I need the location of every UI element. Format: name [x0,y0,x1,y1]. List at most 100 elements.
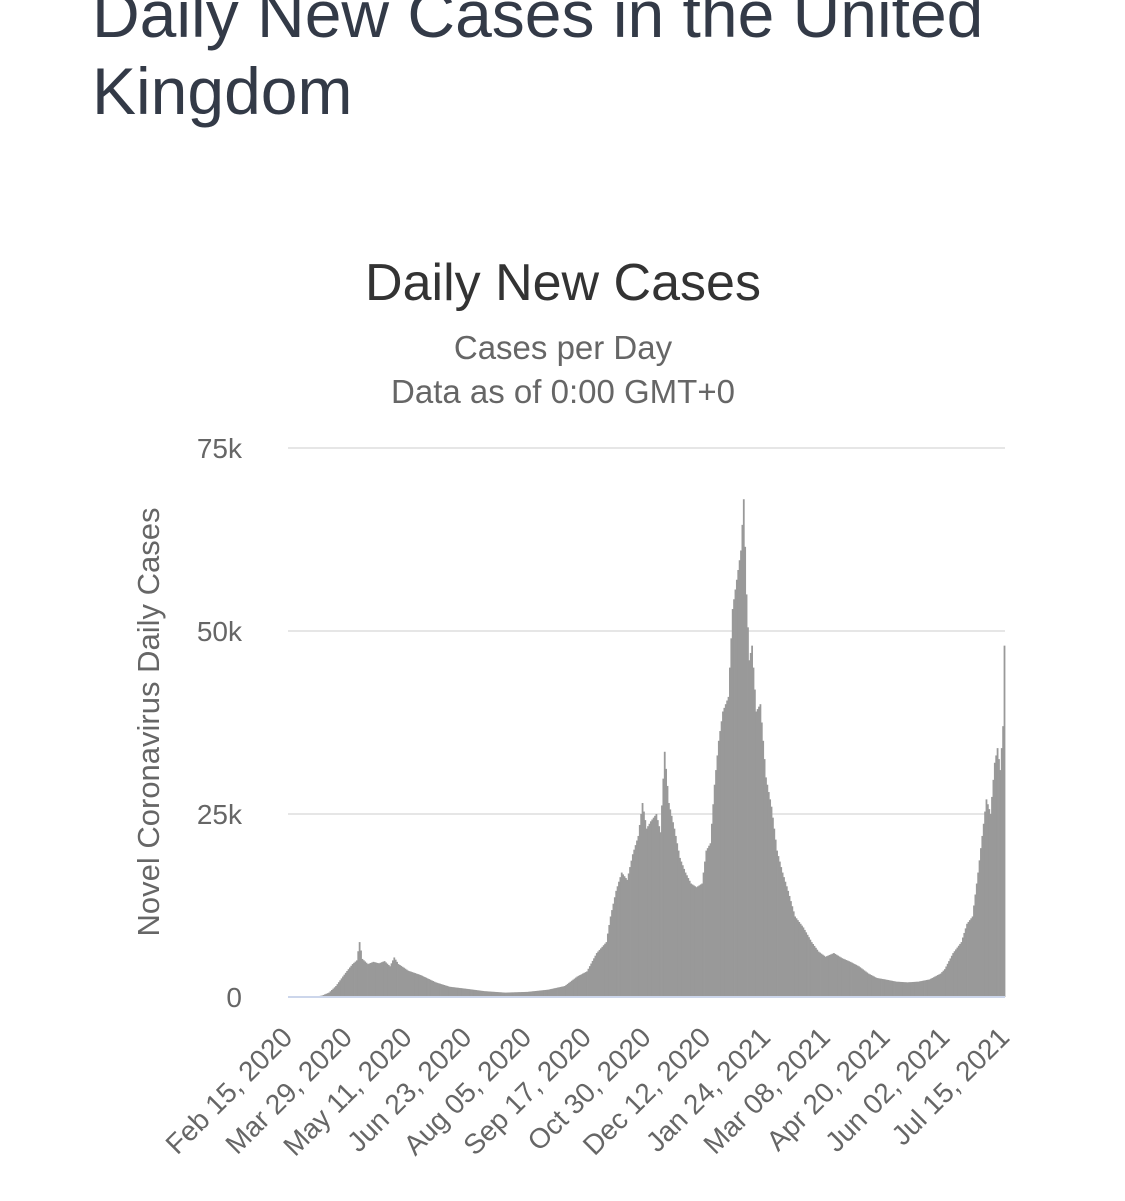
bar [966,923,968,997]
bar [720,721,723,997]
bar [601,946,604,997]
bar [784,881,787,997]
bar [989,814,992,997]
bar [910,982,913,997]
bar [441,984,444,997]
bar [347,969,350,997]
bar [656,820,659,997]
bar [458,987,461,997]
bar [751,645,753,997]
bar [328,992,331,997]
bar [898,981,900,997]
bar [472,989,475,997]
bar [943,969,946,997]
bar [385,962,387,997]
bar [415,973,418,997]
bar [737,570,740,997]
bar [715,770,717,997]
bar [914,981,917,997]
bar [1002,726,1005,997]
bar [995,755,998,997]
bar [962,937,964,997]
bar [727,696,730,997]
bar [459,988,462,997]
bar [935,975,938,997]
bar [534,991,537,997]
bar [676,843,679,997]
bar [870,975,873,997]
bar [945,966,948,997]
bar [959,943,962,997]
bar [937,975,939,997]
bar [763,759,766,997]
bar [745,594,748,997]
bar [980,848,982,997]
bar [355,960,358,997]
bar [512,992,515,997]
bar [920,981,923,997]
bar [545,989,548,997]
bar [878,978,881,997]
bar [874,977,877,997]
bar [325,993,328,997]
bar [730,638,733,997]
bar [834,953,837,997]
bar [709,843,712,997]
bar [698,885,701,997]
bar [576,976,579,997]
bar [394,959,397,997]
bar [558,987,561,997]
bar [435,982,437,997]
bar [648,823,651,997]
bar [548,989,551,998]
bar [985,799,988,997]
bar [522,992,525,997]
bar [899,981,902,997]
bar [882,979,885,997]
bar [706,848,709,997]
bar [555,987,558,997]
bar [670,815,673,997]
bar [379,962,382,997]
bar [372,961,375,997]
bar [1003,645,1006,997]
bar [716,755,719,997]
bar [579,975,582,997]
bar [465,988,468,997]
bar [344,972,347,997]
bar [702,872,705,997]
bar [652,817,655,997]
bar [422,976,425,997]
bar [964,928,967,998]
bar [421,975,423,997]
bar [860,968,863,997]
bar [351,964,354,997]
bar [799,923,802,997]
bar [785,886,788,997]
bar [841,958,844,997]
bar [967,921,970,997]
bar [686,875,688,997]
bar [838,956,841,997]
bar [765,777,767,997]
bar [326,993,329,997]
bar [919,981,921,997]
bar [484,991,487,997]
bar [998,759,1000,997]
bar [476,990,479,997]
bar [565,984,568,997]
bar [953,951,956,997]
bar [941,972,943,997]
bar [536,990,539,997]
bar [322,994,325,997]
bar [903,982,906,997]
bar [691,884,694,997]
bar [514,992,516,997]
bar [444,985,447,997]
bar [600,948,602,997]
bar [362,960,365,997]
bar [996,748,999,997]
bar [970,918,973,997]
y-tick-label: 75k [197,433,243,464]
bar [917,981,920,997]
